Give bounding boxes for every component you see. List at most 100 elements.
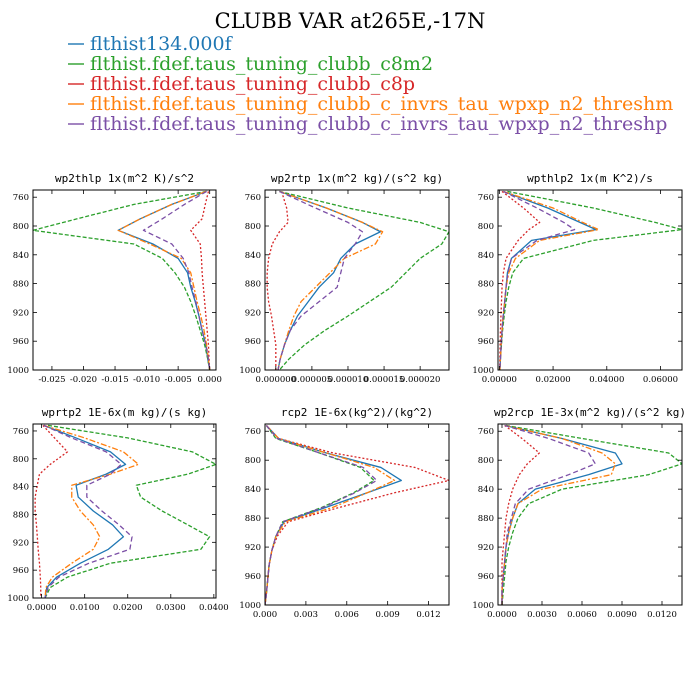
- series-line-4-4: [265, 425, 378, 605]
- y-tick-label-1-5: 960: [245, 337, 261, 347]
- x-tick-label-0-1: -0.020: [70, 375, 97, 385]
- panel-title-4: rcp2 1E-6x(kg^2)/(kg^2): [281, 406, 433, 419]
- y-tick-label-0-2: 840: [13, 251, 29, 261]
- series-group-4: [265, 425, 449, 605]
- series-line-1-1: [278, 190, 449, 370]
- y-tick-label-3-0: 760: [13, 427, 29, 437]
- y-tick-label-4-4: 920: [245, 543, 261, 553]
- x-tick-label-5-3: 0.0090: [607, 610, 637, 620]
- y-tick-label-1-1: 800: [245, 222, 261, 232]
- x-tick-label-5-1: 0.0030: [527, 610, 557, 620]
- panel-2: wpthlp2 1x(m K^2)/s 760 800 840 880 920 960 100…: [472, 172, 683, 385]
- x-tick-label-2-2: 0.04000: [589, 375, 624, 385]
- series-line-4-2: [265, 425, 449, 605]
- x-tick-label-3-0: 0.0000: [27, 603, 57, 613]
- series-line-2-4: [499, 190, 576, 370]
- y-tick-label-3-1: 800: [13, 455, 29, 465]
- panel-title-2: wpthlp2 1x(m K^2)/s: [527, 172, 653, 185]
- series-line-2-1: [499, 190, 682, 370]
- y-tick-label-5-1: 800: [478, 456, 494, 466]
- panel-3: wprtp2 1E-6x(m kg)/(s kg) 760 800 840 880 920…: [7, 406, 228, 613]
- y-tick-label-1-6: 1000: [239, 366, 261, 376]
- y-tick-label-2-6: 1000: [472, 366, 494, 376]
- y-tick-label-2-3: 880: [478, 280, 494, 290]
- x-tick-label-4-3: 0.009: [375, 610, 399, 620]
- y-tick-label-5-2: 840: [478, 485, 494, 495]
- series-line-4-1: [265, 425, 375, 605]
- y-tick-label-4-3: 880: [245, 514, 261, 524]
- y-tick-label-5-0: 760: [478, 427, 494, 437]
- plot-frame-3: [32, 423, 217, 599]
- x-tick-label-3-2: 0.0200: [113, 603, 143, 613]
- series-line-5-3: [501, 424, 616, 605]
- series-line-2-0: [499, 190, 597, 370]
- x-tick-label-0-4: -0.005: [165, 375, 192, 385]
- y-tick-label-3-6: 1000: [7, 594, 29, 604]
- y-tick-label-0-0: 760: [13, 193, 29, 203]
- x-tick-label-5-2: 0.0060: [567, 610, 597, 620]
- x-tick-label-2-0: 0.00000: [482, 375, 517, 385]
- y-tick-label-3-4: 920: [13, 538, 29, 548]
- plot-frame-1: [264, 189, 450, 371]
- series-line-0-3: [117, 190, 211, 370]
- legend-entry-1: flthist.fdef.taus_tuning_clubb_c8m2: [90, 53, 433, 75]
- y-tick-label-0-5: 960: [13, 337, 29, 347]
- series-line-1-4: [277, 190, 364, 370]
- y-tick-label-1-4: 920: [245, 308, 261, 318]
- y-tick-label-5-3: 880: [478, 514, 494, 524]
- x-tick-label-1-2: 0.000010: [328, 375, 369, 385]
- x-tick-label-4-1: 0.003: [294, 610, 318, 620]
- x-tick-label-0-3: -0.010: [133, 375, 160, 385]
- x-tick-label-0-2: -0.015: [101, 375, 128, 385]
- x-tick-label-1-0: 0.000000: [256, 375, 297, 385]
- x-tick-label-4-2: 0.006: [335, 610, 359, 620]
- x-tick-label-0-5: 0.000: [198, 375, 222, 385]
- panel-4: rcp2 1E-6x(kg^2)/(kg^2) 760 800 840 880 920 96…: [239, 406, 450, 620]
- series-line-4-3: [265, 425, 396, 605]
- series-line-3-2: [34, 424, 69, 598]
- series-line-0-4: [142, 190, 211, 370]
- legend-entry-0: flthist134.000f: [90, 33, 234, 55]
- panel-5: wp2rcp 1E-3x(m^2 kg)/(s^2 kg)760 800 840 88…: [472, 406, 686, 620]
- series-group-5: [501, 424, 682, 605]
- y-tick-label-2-2: 840: [478, 251, 494, 261]
- x-tick-label-3-1: 0.0100: [70, 603, 100, 613]
- series-group-2: [498, 190, 682, 370]
- x-tick-label-5-4: 0.0120: [647, 610, 677, 620]
- y-tick-label-1-0: 760: [245, 193, 261, 203]
- panels: wp2thlp 1x(m^2 K)/s^2 760 800 840 880 920 960 1…: [7, 172, 686, 620]
- series-line-3-0: [43, 424, 127, 598]
- y-tick-label-5-6: 1000: [472, 601, 494, 611]
- series-line-3-1: [44, 424, 216, 598]
- plot-frame-4: [264, 423, 450, 606]
- panel-0: wp2thlp 1x(m^2 K)/s^2 760 800 840 880 920 960 1…: [7, 172, 222, 385]
- x-tick-label-5-0: 0.0000: [487, 610, 517, 620]
- series-line-2-3: [499, 190, 600, 370]
- legend-entry-4: flthist.fdef.taus_tuning_clubb_c_invrs_t…: [90, 113, 667, 135]
- y-tick-label-3-2: 840: [13, 483, 29, 493]
- series-line-2-2: [498, 190, 541, 370]
- plot-frame-2: [497, 189, 683, 371]
- x-tick-label-2-3: 0.06000: [643, 375, 678, 385]
- panel-title-5: wp2rcp 1E-3x(m^2 kg)/(s^2 kg): [494, 406, 686, 419]
- figure-title: CLUBB VAR at265E,-17N: [215, 9, 486, 33]
- panel-title-0: wp2thlp 1x(m^2 K)/s^2: [55, 172, 194, 185]
- series-line-1-3: [277, 190, 384, 370]
- x-tick-label-0-0: -0.025: [38, 375, 65, 385]
- legend: flthist134.000fflthist.fdef.taus_tuning_…: [68, 33, 673, 135]
- x-tick-label-3-3: 0.0300: [156, 603, 186, 613]
- series-line-5-2: [501, 424, 540, 605]
- y-tick-label-0-6: 1000: [7, 366, 29, 376]
- series-line-1-0: [277, 190, 382, 370]
- x-tick-label-2-1: 0.02000: [535, 375, 570, 385]
- y-tick-label-4-0: 760: [245, 427, 261, 437]
- x-tick-label-4-4: 0.012: [416, 610, 440, 620]
- y-tick-label-3-3: 880: [13, 510, 29, 520]
- x-tick-label-3-4: 0.0400: [199, 603, 229, 613]
- y-tick-label-2-0: 760: [478, 193, 494, 203]
- x-tick-label-1-3: 0.000015: [364, 375, 405, 385]
- series-line-3-3: [43, 424, 140, 598]
- series-line-0-2: [190, 191, 211, 370]
- legend-entry-3: flthist.fdef.taus_tuning_clubb_c_invrs_t…: [90, 93, 673, 115]
